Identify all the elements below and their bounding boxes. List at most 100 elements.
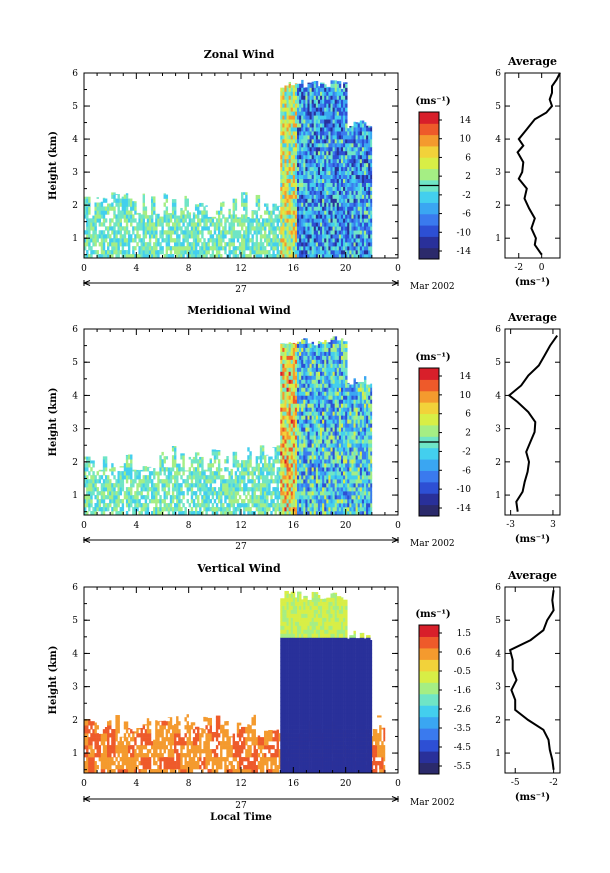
- heatmap-cell: [313, 139, 317, 144]
- heatmap-cell: [303, 123, 306, 128]
- heatmap-cell: [86, 234, 89, 239]
- heatmap-cell: [368, 147, 371, 152]
- heatmap-cell: [130, 206, 133, 211]
- heatmap-cell: [199, 503, 202, 508]
- heatmap-cell: [303, 103, 306, 108]
- heatmap-cell: [245, 192, 248, 195]
- heatmap-cell: [224, 226, 227, 231]
- heatmap-cell: [163, 456, 166, 460]
- heatmap-cell: [290, 154, 294, 160]
- heatmap-cell: [123, 202, 127, 207]
- heatmap-cell: [278, 459, 282, 464]
- heatmap-cell: [86, 206, 89, 211]
- heatmap-cell: [307, 83, 310, 88]
- heatmap-cell: [296, 119, 300, 124]
- heatmap-cell: [351, 178, 354, 183]
- heatmap-cell: [355, 166, 359, 172]
- heatmap-cell: [301, 194, 304, 199]
- heatmap-cell: [313, 226, 317, 231]
- heatmap-cell: [284, 87, 287, 92]
- heatmap-cell: [309, 250, 312, 255]
- heatmap-cell: [251, 487, 254, 492]
- heatmap-cell: [326, 182, 329, 187]
- colorbar-tick-label: 14: [460, 116, 472, 126]
- heatmap-cell: [150, 250, 154, 255]
- heatmap-cell: [86, 230, 89, 235]
- heatmap-cell: [363, 230, 367, 235]
- heatmap-cell: [334, 226, 338, 231]
- heatmap-cell: [322, 234, 325, 239]
- x-tick-label: 0: [395, 264, 401, 274]
- heatmap-cell: [334, 135, 338, 140]
- heatmap-cell: [205, 499, 208, 504]
- heatmap-cell: [104, 210, 108, 215]
- heatmap-cell: [366, 190, 369, 195]
- heatmap-cell: [102, 491, 106, 496]
- heatmap-cell: [351, 254, 354, 259]
- heatmap-cell: [94, 234, 97, 239]
- heatmap-cell: [201, 503, 204, 508]
- heatmap-cell: [294, 178, 298, 183]
- heatmap-cell: [328, 150, 331, 156]
- heatmap-cell: [315, 166, 319, 172]
- heatmap-cell: [207, 242, 210, 247]
- heatmap-cell: [138, 214, 141, 219]
- heatmap-cell: [336, 103, 340, 108]
- heatmap-cell: [100, 475, 104, 480]
- heatmap-cell: [111, 471, 114, 476]
- heatmap-cell: [205, 250, 208, 255]
- heatmap-cell: [320, 103, 323, 108]
- heatmap-cell: [334, 143, 338, 148]
- heatmap-cell: [309, 154, 312, 160]
- heatmap-cell: [303, 226, 306, 231]
- heatmap-cell: [159, 230, 162, 235]
- heatmap-cell: [303, 143, 306, 148]
- heatmap-cell: [361, 127, 365, 132]
- heatmap-cell: [165, 234, 169, 239]
- heatmap-cell: [317, 135, 321, 140]
- heatmap-cell: [228, 250, 231, 255]
- heatmap-cell: [303, 119, 306, 124]
- heatmap-cell: [119, 242, 122, 247]
- heatmap-cell: [292, 210, 296, 215]
- heatmap-cell: [361, 226, 365, 231]
- heatmap-cell: [328, 222, 331, 227]
- heatmap-cell: [332, 123, 335, 128]
- heatmap-cell: [182, 242, 185, 247]
- heatmap-cell: [355, 150, 359, 156]
- heatmap-cell: [307, 162, 310, 168]
- heatmap-cell: [361, 190, 365, 195]
- heatmap-cell: [324, 87, 327, 92]
- heatmap-cell: [96, 471, 99, 476]
- heatmap-cell: [309, 170, 312, 176]
- heatmap-cell: [111, 250, 114, 255]
- heatmap-cell: [259, 238, 263, 243]
- heatmap-cell: [261, 467, 265, 472]
- heatmap-cell: [107, 203, 110, 207]
- heatmap-cell: [280, 103, 283, 108]
- heatmap-cell: [351, 143, 354, 148]
- heatmap-cell: [286, 254, 289, 259]
- heatmap-cell: [84, 495, 87, 500]
- heatmap-cell: [213, 238, 217, 243]
- heatmap-cell: [100, 495, 104, 500]
- heatmap-cell: [366, 158, 369, 164]
- heatmap-cell: [296, 111, 300, 116]
- heatmap-cell: [317, 190, 321, 195]
- heatmap-cell: [343, 107, 346, 112]
- heatmap-cell: [276, 487, 279, 492]
- heatmap-cell: [104, 463, 108, 468]
- heatmap-cell: [199, 483, 202, 488]
- heatmap-cell: [264, 475, 267, 480]
- heatmap-cell: [243, 479, 246, 484]
- heatmap-cell: [259, 507, 263, 512]
- heatmap-cell: [280, 242, 283, 247]
- heatmap-cell: [345, 166, 348, 172]
- heatmap-cell: [311, 242, 315, 247]
- heatmap-cell: [180, 210, 183, 215]
- heatmap-cell: [280, 194, 283, 199]
- heatmap-cell: [117, 503, 120, 508]
- heatmap-cell: [146, 479, 150, 484]
- heatmap-cell: [234, 230, 238, 235]
- heatmap-cell: [127, 487, 131, 492]
